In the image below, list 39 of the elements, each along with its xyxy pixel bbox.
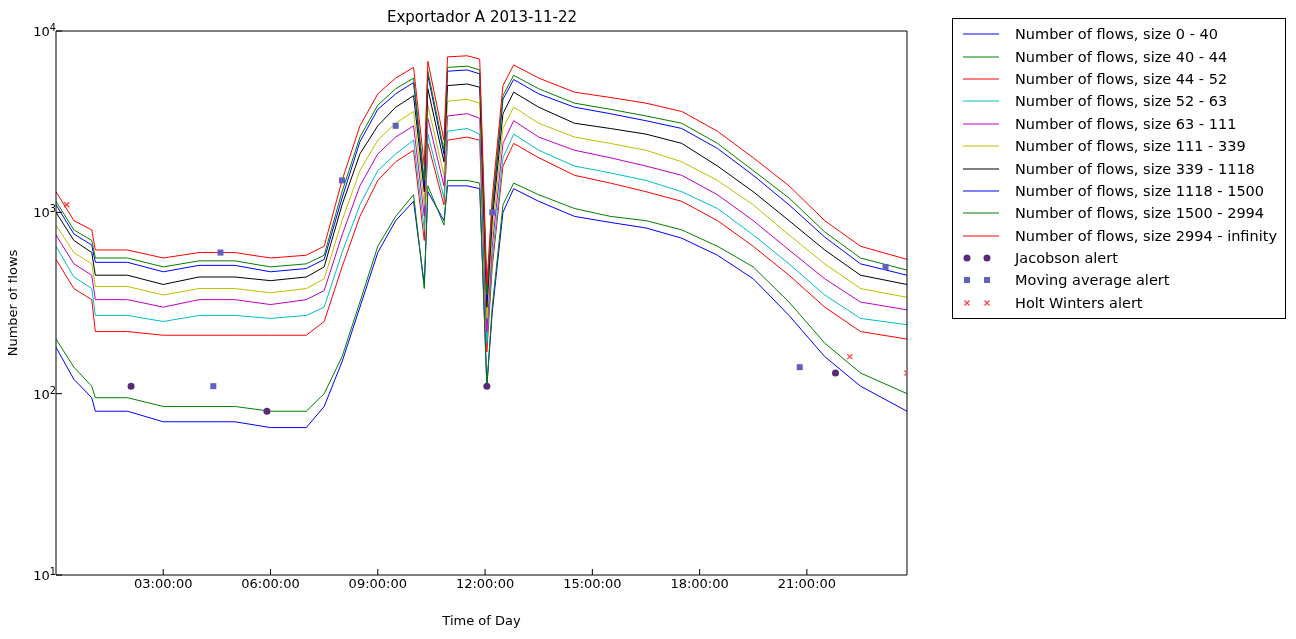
y-tick-label: 10$^{4}$ — [33, 21, 56, 39]
y-tick-label: 10$^{2}$ — [33, 384, 56, 402]
legend-label: Number of flows, size 339 - 1118 — [1015, 160, 1255, 177]
chart-title: Exportador A 2013-11-22 — [385, 8, 579, 26]
x-tick-label: 09:00:00 — [348, 576, 407, 592]
point — [831, 369, 839, 377]
x-tick-label: 18:00:00 — [670, 576, 729, 592]
point — [210, 383, 217, 390]
x-tick-label: 06:00:00 — [241, 576, 300, 592]
point — [846, 353, 853, 360]
x-tick-label: 03:00:00 — [134, 576, 193, 592]
point — [217, 249, 224, 256]
legend-label: Moving average alert — [1015, 272, 1170, 289]
legend-label: Number of flows, size 44 - 52 — [1015, 70, 1228, 87]
legend-label: Number of flows, size 40 - 44 — [1015, 48, 1228, 65]
point — [489, 209, 496, 216]
legend-label: Holt Winters alert — [1015, 294, 1143, 311]
x-tick-label: 21:00:00 — [777, 576, 837, 592]
legend-label: Jacobson alert — [1015, 250, 1118, 267]
legend-label: Number of flows, size 1500 - 2994 — [1015, 205, 1265, 222]
point — [392, 122, 399, 129]
legend-label: Number of flows, size 111 - 339 — [1015, 138, 1246, 155]
x-tick-label: 12:00:00 — [455, 576, 515, 592]
legend-label: Number of flows, size 0 - 40 — [1015, 26, 1218, 43]
legend-label: Number of flows, size 52 - 63 — [1015, 93, 1228, 110]
legend-label: Number of flows, size 1118 - 1500 — [1015, 182, 1265, 199]
point — [882, 263, 889, 270]
point — [127, 382, 135, 390]
point — [483, 382, 491, 390]
y-tick-label: 10$^{1}$ — [33, 565, 56, 583]
point — [796, 364, 803, 371]
legend-label: Number of flows, size 63 - 111 — [1015, 115, 1237, 132]
x-axis-title: Time of Day — [441, 613, 521, 628]
point — [63, 201, 70, 208]
y-tick-label: 10$^{3}$ — [33, 202, 56, 221]
x-tick-label: 15:00:00 — [563, 576, 622, 592]
point — [263, 407, 271, 415]
legend-label: Number of flows, size 2994 - infinity — [1015, 227, 1277, 244]
point — [339, 177, 346, 184]
